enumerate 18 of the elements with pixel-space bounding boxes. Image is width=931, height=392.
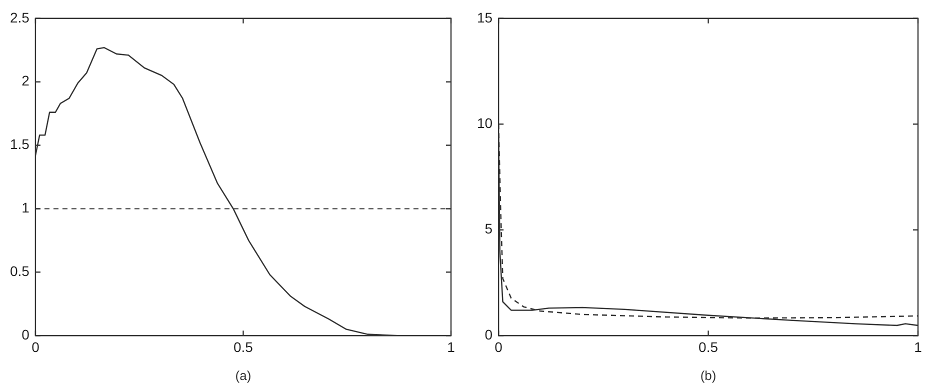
y-tick-label: 1	[22, 200, 30, 216]
x-axis-title: (a)	[235, 368, 252, 383]
y-tick-label: 0	[484, 326, 493, 342]
x-tick-label: 0	[494, 338, 503, 355]
x-tick-label: 0.5	[233, 338, 254, 355]
x-tick-label: 0.5	[698, 338, 718, 355]
x-tick-label: 1	[914, 338, 922, 355]
y-tick-label: 0	[22, 326, 30, 342]
y-tick-label: 2	[22, 72, 30, 89]
y-tick-label: 5	[484, 220, 493, 237]
x-tick-label: 1	[447, 338, 456, 355]
y-tick-label: 15	[476, 9, 493, 26]
y-tick-label: 0.5	[10, 263, 30, 280]
x-tick-label: 0	[32, 338, 40, 355]
y-tick-label: 10	[476, 114, 493, 131]
y-tick-label: 1.5	[10, 136, 30, 152]
y-tick-label: 2.5	[10, 9, 30, 26]
x-axis-title: (b)	[700, 368, 716, 383]
